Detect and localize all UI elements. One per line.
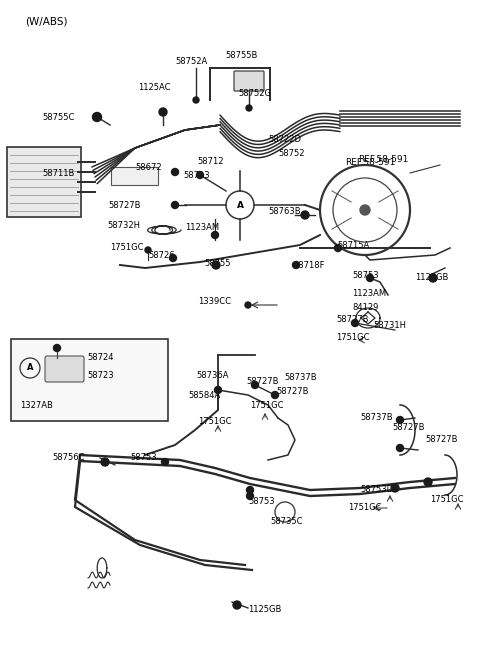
Text: 1751GC: 1751GC <box>348 504 382 512</box>
Circle shape <box>335 244 341 252</box>
Text: REF.58-591: REF.58-591 <box>345 158 396 167</box>
Text: 58753: 58753 <box>130 453 156 462</box>
Text: 58727B: 58727B <box>246 377 278 386</box>
Text: 58713: 58713 <box>183 170 210 179</box>
Text: 58727B: 58727B <box>425 436 457 445</box>
Text: A: A <box>27 364 33 373</box>
Text: 1751GC: 1751GC <box>198 417 231 426</box>
FancyBboxPatch shape <box>234 71 264 91</box>
Text: 58712: 58712 <box>197 157 224 166</box>
Circle shape <box>247 493 253 500</box>
Circle shape <box>161 458 168 466</box>
Circle shape <box>233 601 241 609</box>
FancyBboxPatch shape <box>111 167 158 185</box>
Circle shape <box>169 255 177 261</box>
Text: 58727B: 58727B <box>392 424 424 432</box>
Circle shape <box>93 113 101 121</box>
Circle shape <box>272 392 278 398</box>
Text: 1125GB: 1125GB <box>415 272 448 282</box>
Circle shape <box>301 211 309 219</box>
Text: 58731H: 58731H <box>373 322 406 331</box>
Text: 1751GC: 1751GC <box>110 244 144 252</box>
Circle shape <box>159 108 167 116</box>
Text: 1751GC: 1751GC <box>336 333 370 343</box>
Text: 58752A: 58752A <box>175 58 207 67</box>
Circle shape <box>196 172 204 179</box>
Text: 58756C: 58756C <box>52 453 84 462</box>
Circle shape <box>396 417 404 424</box>
Text: 58732H: 58732H <box>107 221 140 229</box>
Text: 58735C: 58735C <box>270 517 302 527</box>
Text: (W/ABS): (W/ABS) <box>25 17 68 27</box>
Circle shape <box>367 274 373 282</box>
Text: 1123AM: 1123AM <box>352 290 386 299</box>
Circle shape <box>246 105 252 111</box>
Text: REF.58-591: REF.58-591 <box>358 155 408 164</box>
Circle shape <box>193 97 199 103</box>
Text: 58672: 58672 <box>135 164 162 172</box>
Circle shape <box>171 168 179 176</box>
FancyBboxPatch shape <box>45 356 84 382</box>
Text: 58752: 58752 <box>278 149 304 157</box>
Text: 1123AM: 1123AM <box>185 223 219 233</box>
Text: 58736A: 58736A <box>196 371 228 379</box>
Text: 84129: 84129 <box>352 303 378 312</box>
Text: 1339CC: 1339CC <box>198 297 231 307</box>
Text: A: A <box>237 200 243 210</box>
Text: 58727B: 58727B <box>336 316 369 324</box>
Circle shape <box>212 261 220 269</box>
Text: 58727B: 58727B <box>276 388 309 396</box>
Circle shape <box>396 445 404 451</box>
Text: 58737B: 58737B <box>284 373 317 383</box>
Text: 58753: 58753 <box>248 498 275 506</box>
Text: 58753: 58753 <box>352 272 379 280</box>
Circle shape <box>351 320 359 326</box>
Text: 58753D: 58753D <box>360 485 393 495</box>
Text: 58711B: 58711B <box>42 168 74 178</box>
Text: 58726: 58726 <box>148 250 175 259</box>
Circle shape <box>360 205 370 215</box>
Text: 58755B: 58755B <box>225 50 257 60</box>
Circle shape <box>424 478 432 486</box>
Text: 58763B: 58763B <box>268 208 300 217</box>
Circle shape <box>245 302 251 308</box>
Text: 58584A: 58584A <box>188 392 220 400</box>
Circle shape <box>252 381 259 388</box>
Circle shape <box>171 202 179 208</box>
Text: 58723: 58723 <box>87 371 114 379</box>
Text: 58752G: 58752G <box>238 88 271 98</box>
Text: 1125AC: 1125AC <box>138 83 170 92</box>
Text: 58718F: 58718F <box>293 261 324 269</box>
Text: 58755: 58755 <box>204 259 230 267</box>
FancyBboxPatch shape <box>7 147 81 217</box>
Text: 58727B: 58727B <box>108 200 141 210</box>
Text: 1327AB: 1327AB <box>20 400 53 409</box>
Text: 58755C: 58755C <box>42 113 74 122</box>
Text: 58737B: 58737B <box>360 413 393 422</box>
Circle shape <box>429 274 437 282</box>
Text: 58715A: 58715A <box>337 240 369 250</box>
Text: 1751GC: 1751GC <box>250 402 284 411</box>
Text: 58724: 58724 <box>87 354 113 362</box>
Circle shape <box>145 247 151 253</box>
Text: 1751GC: 1751GC <box>430 495 464 504</box>
Circle shape <box>391 484 399 492</box>
Text: 1125GB: 1125GB <box>248 605 281 614</box>
Circle shape <box>292 261 300 269</box>
Circle shape <box>212 231 218 238</box>
Circle shape <box>247 487 253 493</box>
Circle shape <box>215 386 221 394</box>
FancyBboxPatch shape <box>11 339 168 421</box>
Circle shape <box>101 458 109 466</box>
Text: 58722D: 58722D <box>268 136 301 145</box>
Polygon shape <box>213 262 219 268</box>
Circle shape <box>53 345 60 352</box>
